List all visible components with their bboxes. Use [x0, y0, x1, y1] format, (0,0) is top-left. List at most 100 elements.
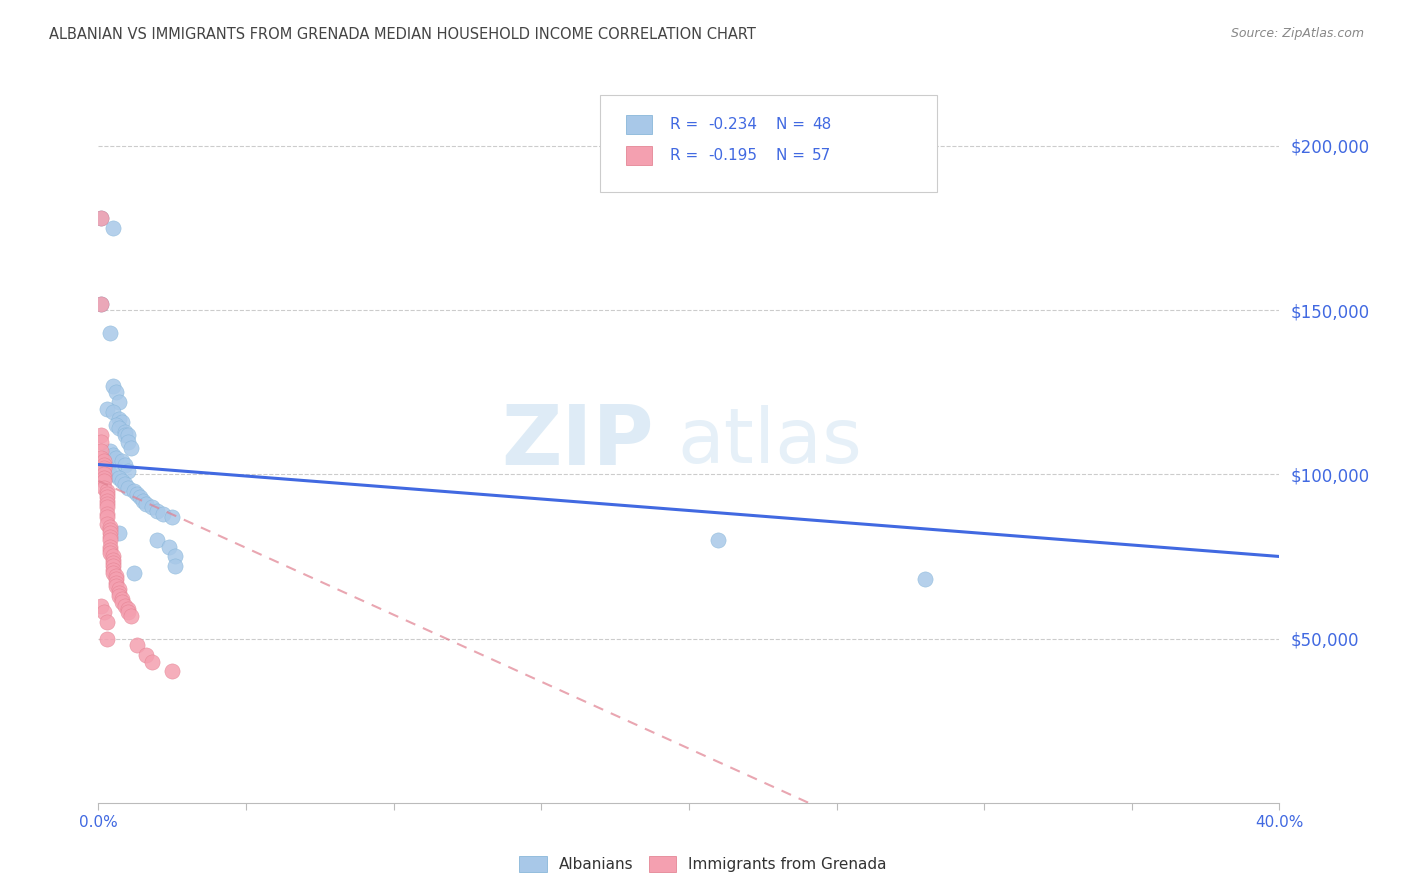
- Point: [93, 467, 115, 482]
- Point: [96, 500, 118, 515]
- Text: N =: N =: [776, 148, 810, 163]
- Text: R =: R =: [671, 148, 703, 163]
- Point: [125, 638, 148, 652]
- Point: [98, 444, 121, 458]
- Point: [98, 540, 121, 554]
- Point: [96, 493, 118, 508]
- Point: [105, 450, 128, 465]
- Text: 57: 57: [811, 148, 831, 163]
- Point: [90, 434, 112, 449]
- Point: [111, 595, 134, 609]
- Point: [108, 589, 131, 603]
- Point: [111, 592, 134, 607]
- Point: [105, 418, 128, 433]
- Point: [105, 579, 128, 593]
- Point: [162, 510, 183, 524]
- Point: [103, 405, 125, 419]
- Point: [141, 500, 163, 515]
- Point: [135, 497, 157, 511]
- Point: [146, 503, 169, 517]
- Point: [96, 507, 118, 521]
- Point: [165, 549, 187, 564]
- Point: [914, 573, 936, 587]
- Point: [103, 553, 125, 567]
- Point: [103, 378, 125, 392]
- Point: [90, 296, 112, 310]
- Point: [132, 493, 155, 508]
- Point: [96, 491, 118, 505]
- Point: [96, 632, 118, 646]
- Point: [120, 608, 142, 623]
- Point: [96, 497, 118, 511]
- Text: ALBANIAN VS IMMIGRANTS FROM GRENADA MEDIAN HOUSEHOLD INCOME CORRELATION CHART: ALBANIAN VS IMMIGRANTS FROM GRENADA MEDI…: [49, 27, 756, 42]
- Point: [96, 460, 118, 475]
- Point: [98, 530, 121, 544]
- Point: [114, 428, 136, 442]
- Text: ZIP: ZIP: [501, 401, 654, 482]
- Point: [93, 454, 115, 468]
- Text: Source: ZipAtlas.com: Source: ZipAtlas.com: [1230, 27, 1364, 40]
- Point: [98, 523, 121, 537]
- Point: [98, 467, 121, 482]
- Point: [98, 533, 121, 547]
- Text: atlas: atlas: [678, 405, 862, 478]
- Point: [98, 546, 121, 560]
- Point: [108, 421, 131, 435]
- Point: [103, 563, 125, 577]
- Point: [114, 458, 136, 472]
- Text: N =: N =: [776, 117, 810, 132]
- Point: [111, 474, 134, 488]
- Point: [93, 481, 115, 495]
- Point: [96, 401, 118, 416]
- Point: [122, 483, 145, 498]
- Text: -0.234: -0.234: [707, 117, 756, 132]
- Point: [114, 425, 136, 439]
- Point: [108, 526, 131, 541]
- Point: [125, 487, 148, 501]
- Point: [98, 526, 121, 541]
- Point: [96, 615, 118, 630]
- Point: [141, 655, 163, 669]
- Point: [108, 411, 131, 425]
- Point: [105, 569, 128, 583]
- Point: [111, 454, 134, 468]
- Text: R =: R =: [671, 117, 703, 132]
- Point: [105, 385, 128, 400]
- Point: [114, 599, 136, 613]
- Point: [90, 296, 112, 310]
- Point: [103, 549, 125, 564]
- Point: [103, 221, 125, 235]
- Point: [117, 481, 139, 495]
- Point: [162, 665, 183, 679]
- FancyBboxPatch shape: [600, 95, 936, 193]
- Point: [105, 575, 128, 590]
- Point: [93, 460, 115, 475]
- FancyBboxPatch shape: [626, 115, 652, 134]
- Point: [98, 326, 121, 341]
- Point: [103, 559, 125, 574]
- Point: [128, 491, 150, 505]
- Point: [93, 605, 115, 619]
- Text: -0.195: -0.195: [707, 148, 756, 163]
- Point: [152, 507, 174, 521]
- Point: [103, 448, 125, 462]
- Point: [165, 559, 187, 574]
- Point: [117, 428, 139, 442]
- Point: [103, 467, 125, 482]
- Point: [96, 516, 118, 531]
- Point: [96, 510, 118, 524]
- Point: [108, 585, 131, 599]
- Point: [117, 464, 139, 478]
- Point: [90, 444, 112, 458]
- Legend: Albanians, Immigrants from Grenada: Albanians, Immigrants from Grenada: [512, 848, 894, 880]
- Point: [120, 441, 142, 455]
- Point: [157, 540, 180, 554]
- Point: [103, 556, 125, 570]
- Point: [90, 428, 112, 442]
- Point: [111, 415, 134, 429]
- Point: [93, 458, 115, 472]
- Point: [707, 533, 730, 547]
- Point: [114, 477, 136, 491]
- Point: [90, 599, 112, 613]
- Text: 48: 48: [811, 117, 831, 132]
